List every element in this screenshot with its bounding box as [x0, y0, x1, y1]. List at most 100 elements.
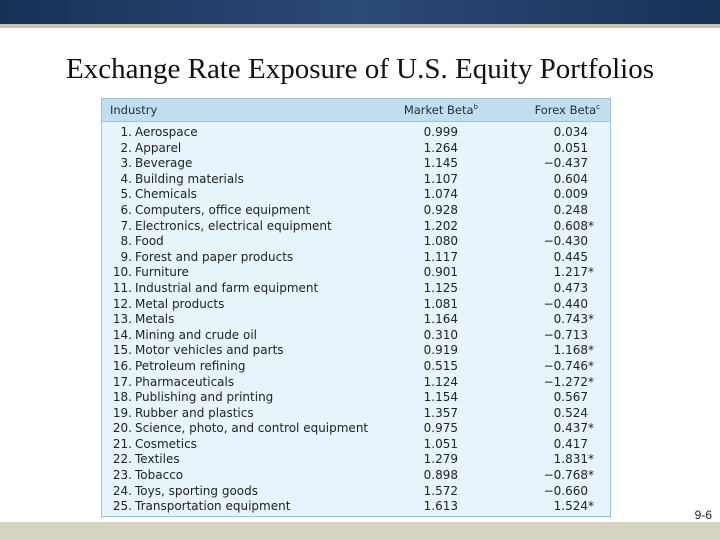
table-row: 7. Electronics, electrical equipment 1.202…: [102, 219, 610, 235]
significance-marker: *: [588, 499, 594, 514]
industry-name: Chemicals: [135, 187, 197, 202]
table-row: 1. Aerospace 0.999 0.034: [102, 125, 610, 141]
row-number: 11.: [112, 280, 132, 295]
significance-marker: *: [588, 468, 594, 483]
forex-beta-value: −0.440: [543, 296, 588, 311]
market-beta-value: 1.051: [423, 436, 458, 451]
market-beta-value: 1.124: [423, 374, 458, 389]
significance-marker: *: [588, 265, 594, 280]
market-beta-value: 0.901: [423, 265, 458, 280]
significance-marker: *: [588, 343, 594, 358]
table-row: 2. Apparel 1.264 0.051: [102, 141, 610, 157]
table-row: 10. Furniture 0.901 1.217 *: [102, 265, 610, 281]
header-market-beta-note: b: [473, 103, 478, 112]
row-number: 6.: [120, 202, 132, 217]
market-beta-value: 1.572: [423, 483, 458, 498]
forex-beta-value: 1.168: [553, 343, 588, 358]
top-banner-accent: [0, 24, 720, 28]
industry-name: Metals: [135, 312, 175, 327]
row-number: 1.: [120, 125, 132, 139]
row-number: 4.: [120, 171, 132, 186]
table-row: 14. Mining and crude oil 0.310 −0.713: [102, 328, 610, 344]
forex-beta-value: −0.713: [543, 327, 588, 342]
forex-beta-value: 1.524: [553, 499, 588, 514]
market-beta-value: 0.919: [423, 343, 458, 358]
top-banner: [0, 0, 720, 24]
industry-name: Forest and paper products: [135, 249, 294, 264]
market-beta-value: 1.279: [423, 452, 458, 467]
header-forex-beta: Forex Betac: [535, 103, 600, 117]
table-row: 9. Forest and paper products 1.117 0.445: [102, 250, 610, 266]
industry-name: Petroleum refining: [135, 358, 246, 373]
row-number: 24.: [112, 483, 132, 498]
forex-beta-value: −0.437: [543, 156, 588, 171]
forex-beta-value: 1.217: [553, 265, 588, 280]
table-row: 18. Publishing and printing 1.154 0.567: [102, 390, 610, 406]
industry-name: Science, photo, and control equipment: [135, 421, 369, 436]
market-beta-value: 1.074: [423, 187, 458, 202]
row-number: 9.: [120, 249, 132, 264]
table-row: 23. Tobacco 0.898 −0.768 *: [102, 468, 610, 484]
forex-beta-value: 0.051: [553, 140, 588, 155]
forex-beta-value: 0.524: [553, 405, 588, 420]
market-beta-value: 0.310: [423, 327, 458, 342]
market-beta-value: 1.264: [423, 140, 458, 155]
market-beta-value: 0.928: [423, 202, 458, 217]
table-row: 12. Metal products 1.081 −0.440: [102, 297, 610, 313]
row-number: 5.: [120, 187, 132, 202]
industry-name: Computers, office equipment: [135, 202, 311, 217]
industry-name: Rubber and plastics: [135, 405, 254, 420]
industry-name: Transportation equipment: [135, 499, 291, 514]
forex-beta-value: 0.034: [553, 125, 588, 139]
industry-name: Furniture: [135, 265, 189, 280]
industry-name: Tobacco: [135, 468, 184, 483]
table-row: 5. Chemicals 1.074 0.009: [102, 187, 610, 203]
row-number: 7.: [120, 218, 132, 233]
row-number: 13.: [112, 312, 132, 327]
industry-name: Beverage: [135, 156, 193, 171]
industry-name: Industrial and farm equipment: [135, 280, 319, 295]
forex-beta-value: 0.473: [553, 280, 588, 295]
market-beta-value: 1.081: [423, 296, 458, 311]
forex-beta-value: 0.743: [553, 312, 588, 327]
table-row: 21. Cosmetics 1.051 0.417: [102, 437, 610, 453]
forex-beta-value: −0.746: [543, 358, 588, 373]
header-industry: Industry: [110, 103, 158, 117]
market-beta-value: 1.202: [423, 218, 458, 233]
page-number: 9-6: [694, 508, 712, 522]
row-number: 12.: [112, 296, 132, 311]
forex-beta-value: 0.009: [553, 187, 588, 202]
market-beta-value: 1.613: [423, 499, 458, 514]
market-beta-value: 1.125: [423, 280, 458, 295]
table-row: 19. Rubber and plastics 1.357 0.524: [102, 406, 610, 422]
significance-marker: *: [588, 312, 594, 327]
exposure-table: Industry Market Betab Forex Betac 1. Aero…: [101, 98, 611, 517]
table-row: 25. Transportation equipment 1.613 1.524 *: [102, 499, 610, 515]
row-number: 25.: [112, 499, 132, 514]
table-row: 11. Industrial and farm equipment 1.125 0.4…: [102, 281, 610, 297]
row-number: 8.: [120, 234, 132, 249]
industry-name: Apparel: [135, 140, 182, 155]
row-number: 21.: [112, 436, 132, 451]
row-number: 18.: [112, 390, 132, 405]
industry-name: Food: [135, 234, 164, 249]
forex-beta-value: −1.272: [543, 374, 588, 389]
table-row: 20. Science, photo, and control equipment…: [102, 421, 610, 437]
table-row: 8. Food 1.080 −0.430: [102, 234, 610, 250]
table-header: Industry Market Betab Forex Betac: [102, 99, 610, 122]
table-body: 1. Aerospace 0.999 0.034 2. Apparel 1.264 0.051…: [102, 125, 610, 515]
forex-beta-value: −0.430: [543, 234, 588, 249]
forex-beta-value: 0.608: [553, 218, 588, 233]
market-beta-value: 1.164: [423, 312, 458, 327]
industry-name: Aerospace: [135, 125, 198, 139]
row-number: 22.: [112, 452, 132, 467]
market-beta-value: 1.357: [423, 405, 458, 420]
row-number: 3.: [120, 156, 132, 171]
market-beta-value: 1.154: [423, 390, 458, 405]
header-market-beta: Market Betab: [404, 103, 478, 117]
row-number: 23.: [112, 468, 132, 483]
industry-name: Metal products: [135, 296, 225, 311]
industry-name: Motor vehicles and parts: [135, 343, 284, 358]
row-number: 14.: [112, 327, 132, 342]
